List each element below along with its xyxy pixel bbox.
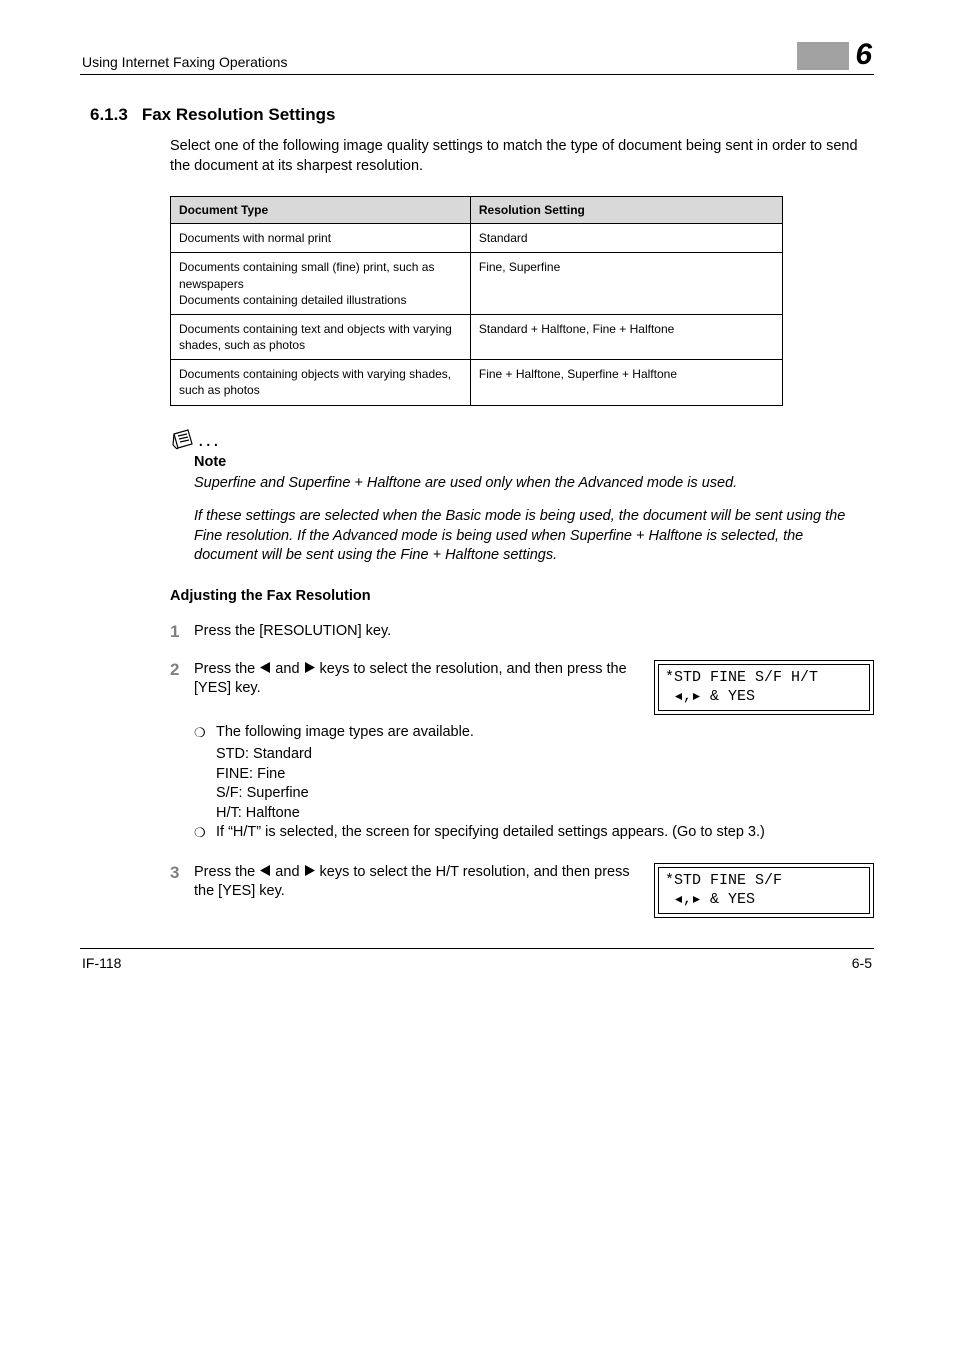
- footer-right: 6-5: [852, 955, 872, 971]
- step: 3 Press the and keys to select the H/T r…: [170, 863, 874, 919]
- footer-left: IF-118: [82, 955, 121, 971]
- lcd-line-prefix: [665, 891, 674, 908]
- lcd-display: *STD FINE S/F , & YES: [654, 863, 874, 919]
- table-cell: Documents with normal print: [171, 224, 471, 253]
- step-number: 1: [170, 622, 194, 642]
- note-paragraph: Superfine and Superfine + Halftone are u…: [194, 474, 864, 494]
- table-cell: Fine, Superfine: [470, 253, 782, 315]
- note-label: Note: [194, 454, 874, 470]
- table-row: Documents containing small (fine) print,…: [171, 253, 783, 315]
- sub-item: ❍ The following image types are availabl…: [194, 723, 874, 743]
- lcd-content: *STD FINE S/F , & YES: [658, 867, 870, 915]
- table-header-cell: Document Type: [171, 197, 471, 224]
- procedure-heading: Adjusting the Fax Resolution: [170, 588, 874, 604]
- sub-item-text: If “H/T” is selected, the screen for spe…: [216, 823, 874, 843]
- lcd-line: *STD FINE S/F H/T: [665, 669, 818, 686]
- right-arrow-icon: [304, 864, 316, 877]
- lcd-line-suffix: & YES: [701, 891, 755, 908]
- page-footer: IF-118 6-5: [80, 949, 874, 971]
- step: 1 Press the [RESOLUTION] key.: [170, 622, 874, 642]
- section-heading: 6.1.3 Fax Resolution Settings: [90, 105, 874, 125]
- table-cell: Standard + Halftone, Fine + Halftone: [470, 314, 782, 359]
- table-cell: Standard: [470, 224, 782, 253]
- lcd-line: *STD FINE S/F: [665, 872, 782, 889]
- sub-item-text: The following image types are available.: [216, 723, 874, 743]
- header-divider: [80, 74, 874, 75]
- chapter-badge-bg: [797, 42, 849, 70]
- sub-item-line: H/T: Halftone: [216, 804, 874, 824]
- sub-item-line: STD: Standard: [216, 745, 874, 765]
- note-dots: ...: [198, 429, 221, 451]
- step-text-fragment: Press the: [194, 661, 259, 677]
- table-cell: Fine + Halftone, Superfine + Halftone: [470, 360, 782, 405]
- step-text: Press the and keys to select the H/T res…: [194, 863, 638, 902]
- left-arrow-icon: [674, 895, 683, 904]
- lcd-line-prefix: [665, 688, 674, 705]
- running-title: Using Internet Faxing Operations: [82, 54, 287, 70]
- bullet-icon: ❍: [194, 823, 216, 842]
- step-number: 2: [170, 660, 194, 680]
- bullet-icon: ❍: [194, 723, 216, 742]
- step-text-fragment: and: [271, 864, 303, 880]
- left-arrow-icon: [674, 692, 683, 701]
- section-intro: Select one of the following image qualit…: [170, 137, 864, 176]
- table-row: Documents with normal printStandard: [171, 224, 783, 253]
- chapter-number: 6: [855, 40, 872, 70]
- left-arrow-icon: [259, 661, 271, 674]
- step-text: Press the [RESOLUTION] key.: [194, 622, 874, 642]
- step-text: Press the and keys to select the resolut…: [194, 660, 638, 699]
- lcd-display: *STD FINE S/F H/T , & YES: [654, 660, 874, 716]
- step: 2 Press the and keys to select the resol…: [170, 660, 874, 845]
- table-cell: Documents containing objects with varyin…: [171, 360, 471, 405]
- sub-item-line: FINE: Fine: [216, 765, 874, 785]
- section-title: Fax Resolution Settings: [142, 105, 336, 125]
- step-number: 3: [170, 863, 194, 883]
- section-number: 6.1.3: [90, 105, 128, 125]
- sub-item: ❍ If “H/T” is selected, the screen for s…: [194, 823, 874, 843]
- table-cell: Documents containing small (fine) print,…: [171, 253, 471, 315]
- resolution-table: Document Type Resolution Setting Documen…: [170, 196, 783, 406]
- note-paragraph: If these settings are selected when the …: [194, 507, 864, 566]
- table-row: Documents containing objects with varyin…: [171, 360, 783, 405]
- table-row: Documents containing text and objects wi…: [171, 314, 783, 359]
- right-arrow-icon: [692, 895, 701, 904]
- step-text-fragment: Press the: [194, 864, 259, 880]
- step-text-fragment: and: [271, 661, 303, 677]
- right-arrow-icon: [692, 692, 701, 701]
- left-arrow-icon: [259, 864, 271, 877]
- note-icon: ...: [170, 428, 874, 452]
- right-arrow-icon: [304, 661, 316, 674]
- sub-item-line: S/F: Superfine: [216, 784, 874, 804]
- lcd-line-suffix: & YES: [701, 688, 755, 705]
- table-header-cell: Resolution Setting: [470, 197, 782, 224]
- lcd-content: *STD FINE S/F H/T , & YES: [658, 664, 870, 712]
- chapter-badge: 6: [797, 40, 872, 70]
- table-cell: Documents containing text and objects wi…: [171, 314, 471, 359]
